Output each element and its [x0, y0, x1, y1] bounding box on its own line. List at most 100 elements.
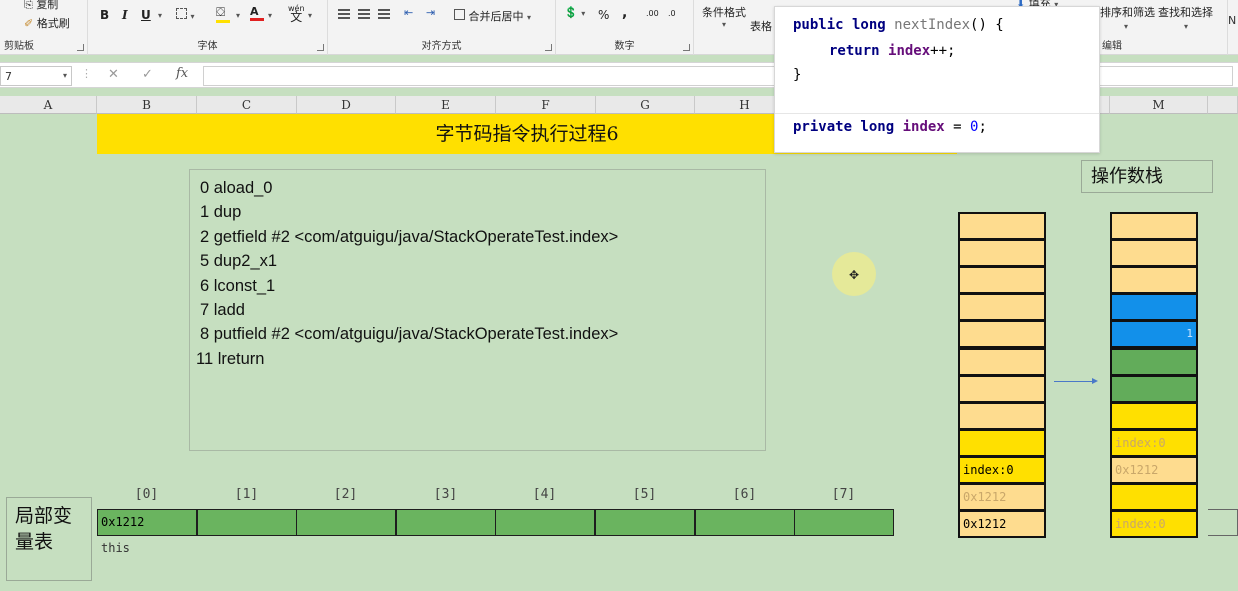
- conditional-format-button[interactable]: 条件格式: [702, 6, 746, 19]
- merge-center-button[interactable]: 合并后居中 ▾: [454, 8, 531, 24]
- stack-slot[interactable]: 0x1212: [958, 483, 1046, 511]
- formula-buttons: ✕ ✓ fx: [98, 66, 198, 86]
- stack-slot[interactable]: [1110, 212, 1198, 240]
- stack-slot[interactable]: [958, 402, 1046, 430]
- increase-indent-icon: ⇥: [426, 6, 436, 19]
- stack-slot[interactable]: [958, 320, 1046, 348]
- code-line-field-declaration: private long index = 0;: [793, 119, 987, 135]
- lvt-index-label: [2]: [333, 487, 358, 502]
- phonetic-dropdown-icon[interactable]: ▾: [308, 11, 313, 20]
- align-left-button[interactable]: [338, 9, 350, 22]
- stack-slot[interactable]: [958, 429, 1046, 457]
- stack-slot[interactable]: 0x1212: [958, 510, 1046, 538]
- enter-icon[interactable]: ✓: [142, 67, 153, 82]
- borders-button[interactable]: ▾: [176, 8, 195, 22]
- bytecode-line: 8 putfield #2 <com/atguigu/java/StackOpe…: [200, 325, 619, 344]
- stack-slot[interactable]: [958, 375, 1046, 403]
- insert-function-button[interactable]: fx: [176, 66, 189, 81]
- bytecode-line: 1 dup: [200, 203, 242, 222]
- name-box[interactable]: 7 ▾: [0, 66, 72, 86]
- lvt-slot[interactable]: [197, 509, 297, 536]
- stack-slot[interactable]: [1110, 483, 1198, 511]
- underline-button[interactable]: U: [141, 8, 151, 22]
- stack-slot[interactable]: [1110, 348, 1198, 376]
- column-header-A[interactable]: A: [0, 96, 97, 114]
- stack-slot[interactable]: 1: [1110, 320, 1198, 348]
- stack-slot[interactable]: index:0: [1110, 429, 1198, 457]
- accounting-format-button[interactable]: 💲 ▾: [564, 6, 586, 19]
- fill-button[interactable]: ⬇ 填充 ▾: [1016, 0, 1058, 11]
- underline-dropdown-icon[interactable]: ▾: [158, 11, 163, 20]
- bytecode-listing: 0 aload_0 1 dup 2 getfield #2 <com/atgui…: [189, 169, 766, 451]
- lvt-slot[interactable]: [495, 509, 595, 536]
- column-header-C[interactable]: C: [197, 96, 297, 114]
- percent-button[interactable]: %: [598, 8, 610, 22]
- fill-color-button[interactable]: ⛋: [216, 5, 230, 23]
- stack-slot[interactable]: [958, 212, 1046, 240]
- styles-group: 条件格式 ▾ 表格: [694, 0, 774, 55]
- format-painter-button[interactable]: ✐ 格式刷: [24, 17, 70, 30]
- lvt-slot[interactable]: [595, 509, 695, 536]
- column-header-G[interactable]: G: [596, 96, 695, 114]
- stack-slot[interactable]: index:0: [958, 456, 1046, 484]
- column-header-M[interactable]: M: [1110, 96, 1208, 114]
- copy-icon: ⎘: [24, 0, 33, 11]
- column-header-E[interactable]: E: [396, 96, 496, 114]
- stack-slot[interactable]: [958, 293, 1046, 321]
- bytecode-line: 0 aload_0: [200, 179, 273, 197]
- alignment-launcher-icon[interactable]: [545, 44, 552, 51]
- comma-button[interactable]: ,: [622, 5, 628, 21]
- column-header-next[interactable]: [1208, 96, 1238, 114]
- column-header-B[interactable]: B: [97, 96, 197, 114]
- decrease-indent-button[interactable]: ⇤: [404, 6, 413, 19]
- stack-slot[interactable]: [1110, 293, 1198, 321]
- column-header-F[interactable]: F: [496, 96, 596, 114]
- code-line-close-brace: }: [793, 67, 802, 83]
- lvt-slot[interactable]: [794, 509, 894, 536]
- format-as-table-button[interactable]: 表格: [750, 20, 772, 33]
- column-header-D[interactable]: D: [297, 96, 396, 114]
- sort-filter-button[interactable]: 排序和筛选: [1100, 6, 1155, 19]
- fill-color-dropdown-icon[interactable]: ▾: [236, 11, 241, 20]
- lvt-slot[interactable]: [296, 509, 396, 536]
- lvt-index-label: [6]: [732, 487, 757, 502]
- increase-indent-button[interactable]: ⇥: [426, 6, 435, 19]
- italic-button[interactable]: I: [122, 8, 128, 22]
- bytecode-line: 7 ladd: [200, 301, 245, 320]
- decrease-decimal-button[interactable]: .0: [668, 9, 676, 18]
- number-launcher-icon[interactable]: [683, 44, 690, 51]
- align-right-button[interactable]: [378, 9, 390, 22]
- clipboard-launcher-icon[interactable]: [77, 44, 84, 51]
- stack-slot[interactable]: 0x1212: [1110, 456, 1198, 484]
- cancel-icon[interactable]: ✕: [108, 67, 119, 82]
- bold-button[interactable]: B: [100, 8, 110, 22]
- font-launcher-icon[interactable]: [317, 44, 324, 51]
- find-select-button[interactable]: 查找和选择: [1158, 6, 1213, 19]
- stack-slot[interactable]: index:0: [1110, 510, 1198, 538]
- brush-icon: ✐: [24, 17, 34, 30]
- font-group-label: 字体: [197, 41, 218, 52]
- stack-slot[interactable]: [1110, 375, 1198, 403]
- editing-group: 排序和筛选 查找和选择 ▾ ▾ 编辑: [1100, 0, 1228, 55]
- find-select-dropdown-icon[interactable]: ▾: [1184, 22, 1189, 31]
- phonetic-button[interactable]: wén 文: [288, 4, 305, 24]
- align-center-button[interactable]: [358, 9, 370, 22]
- lvt-slot[interactable]: 0x1212: [97, 509, 197, 536]
- increase-decimal-button[interactable]: .00: [646, 9, 659, 18]
- align-left-icon: [338, 9, 350, 19]
- stack-slot[interactable]: [958, 348, 1046, 376]
- lvt-slot[interactable]: [695, 509, 795, 536]
- name-box-dropdown-icon[interactable]: ▾: [62, 71, 67, 80]
- lvt-index-label: [5]: [632, 487, 657, 502]
- sort-filter-dropdown-icon[interactable]: ▾: [1124, 22, 1129, 31]
- stack-slot[interactable]: [958, 266, 1046, 294]
- stack-slot[interactable]: [1110, 402, 1198, 430]
- conditional-format-dropdown-icon[interactable]: ▾: [722, 20, 727, 29]
- font-color-button[interactable]: A: [250, 5, 264, 21]
- stack-slot[interactable]: [958, 239, 1046, 267]
- font-color-dropdown-icon[interactable]: ▾: [268, 11, 273, 20]
- stack-slot[interactable]: [1110, 266, 1198, 294]
- copy-button[interactable]: ⎘ 复制: [24, 0, 59, 11]
- lvt-slot[interactable]: [396, 509, 496, 536]
- stack-slot[interactable]: [1110, 239, 1198, 267]
